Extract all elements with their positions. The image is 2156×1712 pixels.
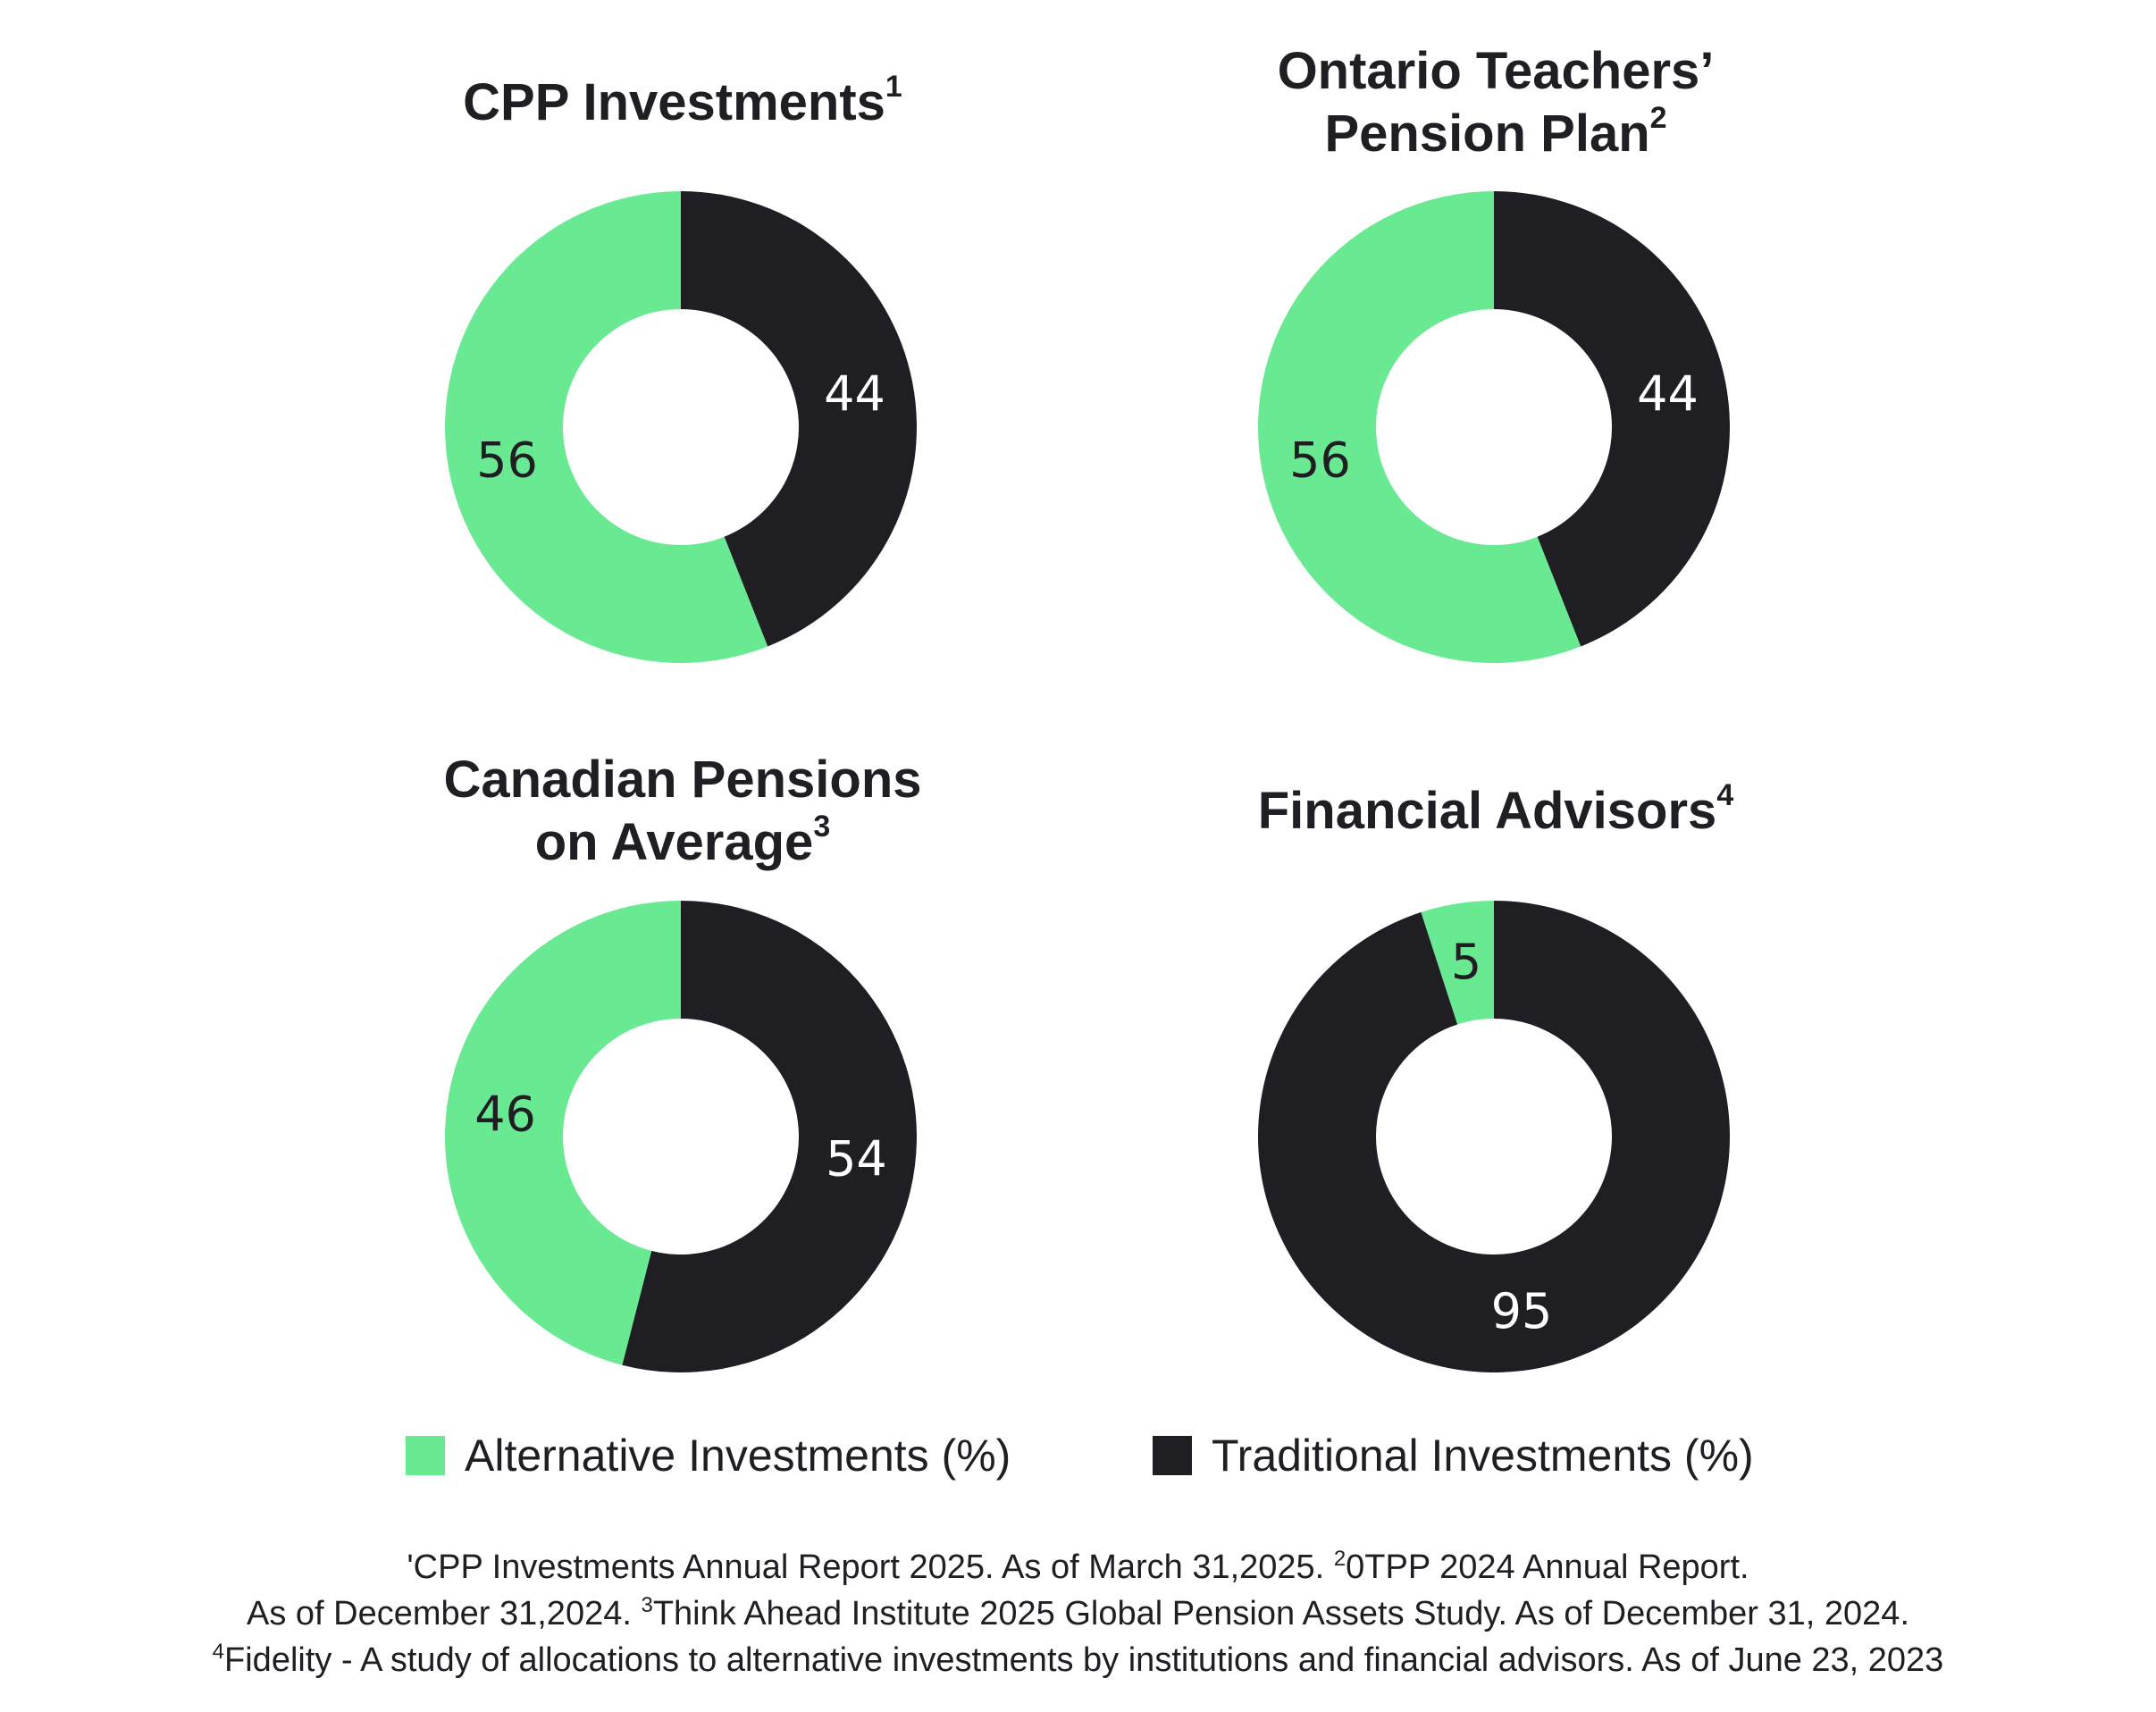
legend-swatch-traditional <box>1153 1436 1192 1475</box>
footnote-line-2: As of December 31,2024. 3Think Ahead Ins… <box>246 1593 1909 1633</box>
legend-item-alternative: Alternative Investments (%) <box>406 1430 1011 1481</box>
donut-3-slice-alternative <box>445 901 681 1365</box>
donut-4-label-alternative: 5 <box>1451 934 1481 990</box>
donut-1-label-traditional: 44 <box>824 365 885 422</box>
donut-3-label-alternative: 46 <box>474 1087 536 1143</box>
footnote-marker: 3 <box>813 810 831 843</box>
donut-2-slice-alternative <box>1258 191 1581 663</box>
donut-2-slice-traditional <box>1494 191 1731 647</box>
legend-swatch-alternative <box>406 1436 445 1475</box>
donut-4-slice-traditional <box>1258 901 1731 1372</box>
footnote-line-3: 4Fidelity - A study of allocations to al… <box>212 1640 1944 1680</box>
chart-title-canadian-pensions: Canadian Pensions on Average3 <box>443 751 922 871</box>
donut-3-slice-traditional <box>622 901 917 1372</box>
legend-item-traditional: Traditional Investments (%) <box>1153 1430 1754 1481</box>
donut-1-label-alternative: 56 <box>476 432 538 489</box>
chart-title-otpp: Ontario Teachers’ Pension Plan2 <box>1277 42 1715 163</box>
donut-1-slice-alternative <box>445 191 768 663</box>
donut-1-slice-traditional <box>681 191 918 647</box>
donut-4-label-traditional: 95 <box>1491 1283 1553 1339</box>
chart-title-financial-advisors: Financial Advisors4 <box>1257 778 1734 840</box>
donut-4-slice-alternative <box>1421 901 1494 1025</box>
donut-2-label-alternative: 56 <box>1289 432 1351 489</box>
footnotes: 'CPP Investments Annual Report 2025. As … <box>0 1544 2156 1683</box>
chart-title-cpp: CPP Investments1 <box>463 70 902 131</box>
footnote-line-1: 'CPP Investments Annual Report 2025. As … <box>407 1547 1749 1587</box>
donut-3-label-traditional: 54 <box>826 1130 887 1187</box>
donut-2-label-traditional: 44 <box>1637 365 1699 422</box>
footnote-marker: 1 <box>885 70 902 104</box>
footnote-marker: 4 <box>1716 778 1734 812</box>
footnote-marker: 2 <box>1649 101 1667 135</box>
